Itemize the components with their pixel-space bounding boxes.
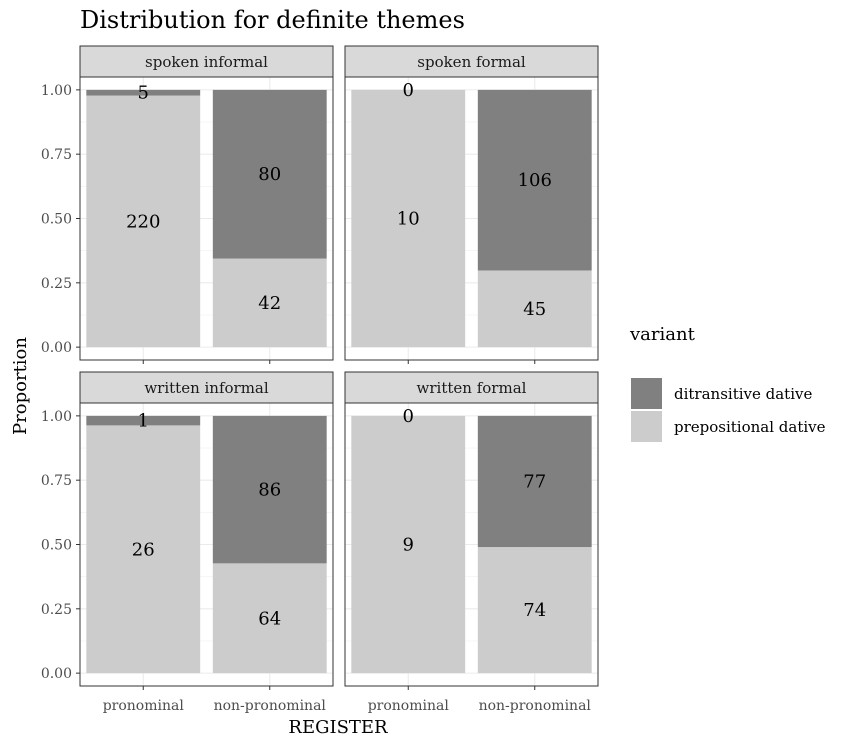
legend-label: prepositional dative xyxy=(674,418,826,436)
legend-swatch xyxy=(631,411,662,442)
x-tick-label: pronominal xyxy=(368,698,450,714)
data-label-ditransitive-dative: 86 xyxy=(258,480,281,501)
facet-strip xyxy=(344,45,599,78)
data-label-ditransitive-dative: 106 xyxy=(518,170,552,191)
bar-ditransitive-dative xyxy=(212,415,327,564)
x-axis-title: REGISTER xyxy=(288,717,388,738)
bar-prepositional-dative xyxy=(351,415,466,674)
facet-panels: spoken informal 5 220 80 42 0.00 0.25 0.50 0.75 1… xyxy=(41,45,599,714)
y-tick-label: 1.00 xyxy=(41,409,72,425)
bar-ditransitive-dative xyxy=(86,415,201,426)
bar-prepositional-dative xyxy=(86,425,201,674)
bar-prepositional-dative xyxy=(351,89,466,348)
data-label-ditransitive-dative: 80 xyxy=(258,164,281,185)
panel-border xyxy=(344,76,599,361)
data-label-prepositional-dative: 45 xyxy=(523,299,546,320)
facet-strip-label: written formal xyxy=(417,379,527,397)
facet-panel: written informal 1 26 86 64 0.00 0.25 0.50 0.75 1… xyxy=(41,371,334,714)
bar-ditransitive-dative xyxy=(477,89,592,271)
data-label-prepositional-dative: 74 xyxy=(523,600,546,621)
y-tick-label: 0.00 xyxy=(41,340,72,356)
facet-strip-label: spoken formal xyxy=(417,53,526,71)
legend-label: ditransitive dative xyxy=(674,385,812,403)
bar-prepositional-dative xyxy=(477,270,592,348)
y-tick-label: 0.75 xyxy=(41,473,72,489)
facet-strip-label: written informal xyxy=(144,379,269,397)
facet-strip xyxy=(344,371,599,404)
data-label-prepositional-dative: 42 xyxy=(258,293,281,314)
x-tick-label: non-pronominal xyxy=(479,698,592,714)
legend: variant ditransitive dative prepositional … xyxy=(629,324,826,442)
facet-strip-label: spoken informal xyxy=(145,53,268,71)
bar-ditransitive-dative xyxy=(477,415,592,548)
data-label-prepositional-dative: 9 xyxy=(403,535,414,556)
data-label-ditransitive-dative: 1 xyxy=(138,411,149,432)
y-tick-label: 0.25 xyxy=(41,602,72,618)
data-label-ditransitive-dative: 5 xyxy=(138,83,149,104)
chart-title: Distribution for definite themes xyxy=(80,6,465,34)
bar-prepositional-dative xyxy=(212,258,327,348)
y-tick-label: 0.50 xyxy=(41,212,72,228)
legend-title: variant xyxy=(629,324,696,345)
y-tick-label: 1.00 xyxy=(41,83,72,99)
legend-swatch xyxy=(631,378,662,409)
data-label-prepositional-dative: 64 xyxy=(258,608,281,629)
data-label-ditransitive-dative: 0 xyxy=(403,406,414,427)
bar-ditransitive-dative xyxy=(212,89,327,259)
bar-ditransitive-dative xyxy=(86,89,201,96)
y-tick-label: 0.00 xyxy=(41,666,72,682)
facet-panel: spoken informal 5 220 80 42 0.00 0.25 0.50 0.75 1… xyxy=(41,45,334,364)
y-axis-title: Proportion xyxy=(10,337,31,435)
data-label-prepositional-dative: 220 xyxy=(126,211,160,232)
y-tick-label: 0.75 xyxy=(41,147,72,163)
y-tick-label: 0.25 xyxy=(41,276,72,292)
facet-strip xyxy=(79,45,334,78)
x-tick-label: pronominal xyxy=(103,698,185,714)
data-label-ditransitive-dative: 0 xyxy=(403,80,414,101)
data-label-prepositional-dative: 26 xyxy=(132,539,155,560)
facet-strip xyxy=(79,371,334,404)
x-tick-label: non-pronominal xyxy=(214,698,327,714)
y-tick-label: 0.50 xyxy=(41,538,72,554)
bar-prepositional-dative xyxy=(477,547,592,674)
data-label-prepositional-dative: 10 xyxy=(397,209,420,230)
bar-prepositional-dative xyxy=(212,563,327,674)
data-label-ditransitive-dative: 77 xyxy=(523,471,546,492)
bar-prepositional-dative xyxy=(86,95,201,348)
panel-border xyxy=(344,402,599,687)
